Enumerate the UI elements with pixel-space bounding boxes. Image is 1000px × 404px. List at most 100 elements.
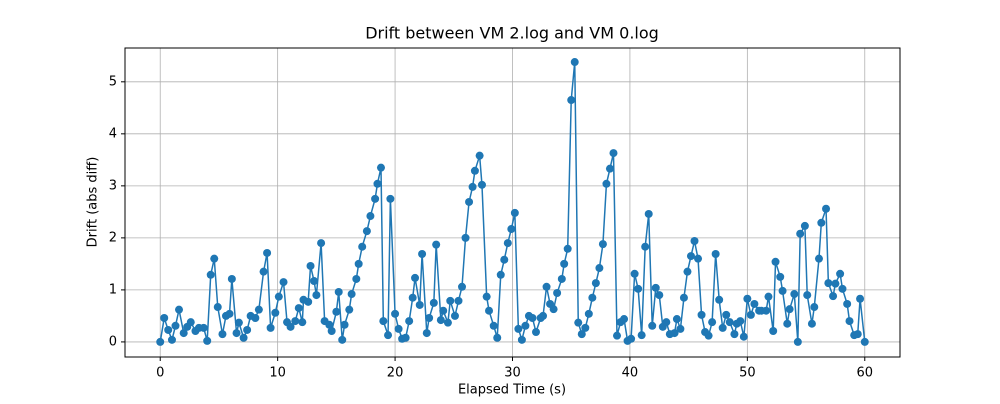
point bbox=[286, 322, 295, 331]
point bbox=[274, 292, 283, 301]
point bbox=[743, 294, 752, 303]
point bbox=[436, 316, 445, 325]
point bbox=[803, 291, 812, 300]
point bbox=[609, 149, 618, 158]
point bbox=[243, 325, 252, 334]
point bbox=[475, 151, 484, 160]
point bbox=[598, 240, 607, 249]
point bbox=[810, 303, 819, 312]
point bbox=[352, 274, 361, 283]
point bbox=[332, 307, 341, 316]
point bbox=[725, 318, 734, 327]
point bbox=[485, 306, 494, 315]
point bbox=[160, 313, 169, 322]
point bbox=[853, 330, 862, 339]
point bbox=[298, 318, 307, 327]
point bbox=[563, 244, 572, 253]
point bbox=[790, 290, 799, 299]
point bbox=[294, 304, 303, 313]
point bbox=[503, 239, 512, 248]
point bbox=[376, 163, 385, 172]
point bbox=[418, 250, 427, 258]
point bbox=[470, 166, 479, 175]
point bbox=[304, 297, 313, 306]
point bbox=[648, 321, 657, 330]
point bbox=[362, 227, 371, 236]
point bbox=[620, 315, 629, 324]
x-tick-label: 30 bbox=[504, 366, 521, 381]
point bbox=[531, 328, 540, 337]
point bbox=[776, 272, 785, 281]
point bbox=[584, 309, 593, 318]
point bbox=[493, 333, 502, 342]
point bbox=[251, 313, 260, 322]
point bbox=[366, 212, 375, 221]
point bbox=[771, 257, 780, 266]
point bbox=[634, 284, 643, 293]
point bbox=[651, 283, 660, 292]
point bbox=[800, 221, 809, 230]
y-tick-label: 4 bbox=[109, 126, 117, 141]
point bbox=[510, 208, 519, 217]
point bbox=[458, 282, 467, 291]
point bbox=[679, 293, 688, 302]
point bbox=[461, 233, 470, 242]
y-tick-label: 1 bbox=[109, 282, 117, 297]
point bbox=[175, 305, 184, 314]
point bbox=[711, 250, 720, 258]
point bbox=[425, 313, 434, 322]
point bbox=[715, 295, 724, 304]
point bbox=[338, 335, 347, 344]
point bbox=[232, 329, 241, 338]
point bbox=[718, 323, 727, 332]
point bbox=[489, 321, 498, 330]
point bbox=[845, 317, 854, 326]
point bbox=[354, 259, 363, 268]
point bbox=[405, 317, 414, 326]
point bbox=[167, 335, 176, 344]
point bbox=[213, 303, 222, 312]
point bbox=[769, 326, 778, 335]
point bbox=[856, 294, 865, 303]
point bbox=[391, 309, 400, 318]
point bbox=[415, 300, 424, 309]
point bbox=[672, 315, 681, 324]
point bbox=[655, 291, 664, 300]
point bbox=[454, 296, 463, 305]
point bbox=[829, 292, 838, 301]
y-tick-label: 5 bbox=[109, 74, 117, 89]
point bbox=[581, 323, 590, 332]
point bbox=[778, 286, 787, 295]
point bbox=[432, 240, 441, 249]
point bbox=[386, 194, 395, 203]
point bbox=[542, 282, 551, 291]
point bbox=[179, 329, 188, 338]
point bbox=[218, 330, 227, 339]
point bbox=[164, 325, 173, 334]
point bbox=[443, 318, 452, 327]
point bbox=[613, 331, 622, 340]
x-tick-label: 60 bbox=[856, 366, 873, 381]
point bbox=[739, 332, 748, 341]
point bbox=[263, 248, 272, 257]
point bbox=[807, 319, 816, 328]
point bbox=[521, 321, 530, 330]
point bbox=[793, 337, 802, 346]
point bbox=[549, 305, 558, 314]
point bbox=[570, 58, 579, 67]
point bbox=[591, 279, 600, 288]
point bbox=[817, 218, 826, 227]
point bbox=[156, 337, 165, 346]
point bbox=[310, 277, 319, 286]
point bbox=[836, 269, 845, 278]
point bbox=[605, 164, 614, 173]
point bbox=[358, 242, 367, 251]
point bbox=[539, 311, 548, 320]
point bbox=[171, 321, 180, 330]
point bbox=[317, 239, 326, 248]
point bbox=[500, 255, 509, 264]
point bbox=[588, 293, 597, 302]
point bbox=[567, 96, 576, 105]
point bbox=[686, 252, 695, 261]
plot-frame bbox=[124, 47, 901, 358]
